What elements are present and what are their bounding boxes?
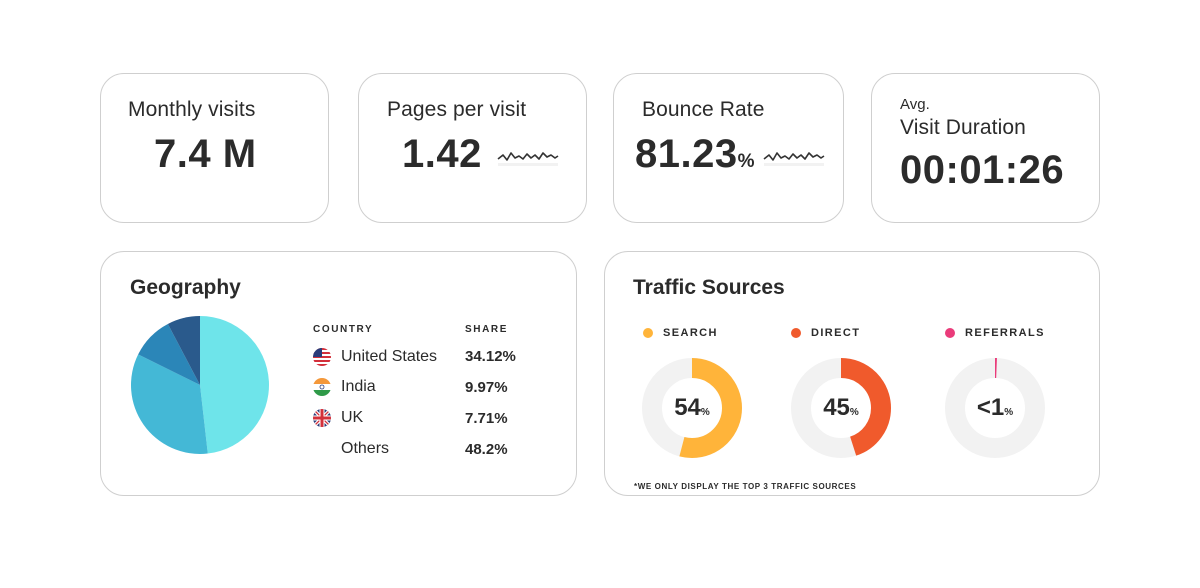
direct-percent: 45 — [823, 394, 850, 421]
pages-per-visit-value: 1.42 — [402, 132, 482, 176]
visit-duration-label: Visit Duration — [900, 116, 1026, 139]
traffic-sources-card: Traffic Sources SEARCH DIRECT REFERRALS … — [604, 251, 1100, 496]
country-name: United States — [341, 348, 438, 365]
bounce-rate-number: 81.23 — [635, 132, 738, 176]
geography-card: Geography COUNTRY SHARE United States 34… — [100, 251, 577, 496]
geography-pie-chart — [131, 316, 269, 454]
share-value: 48.2% — [465, 441, 508, 458]
visit-duration-card: Avg. Visit Duration 00:01:26 — [871, 73, 1100, 223]
direct-value: 45% — [789, 394, 893, 422]
monthly-visits-card: Monthly visits 7.4 M — [100, 73, 329, 223]
search-percent: 54 — [674, 394, 701, 421]
direct-dot — [791, 328, 801, 338]
uk-flag-icon — [313, 409, 331, 427]
referrals-unit: % — [1004, 407, 1014, 418]
country-name: India — [341, 378, 376, 395]
bounce-rate-card: Bounce Rate 81.23% — [613, 73, 844, 223]
pie-slice-united-states — [131, 354, 208, 454]
traffic-sources-title: Traffic Sources — [633, 276, 785, 299]
pie-slice-others — [200, 316, 269, 454]
direct-label: DIRECT — [811, 327, 861, 339]
monthly-visits-value: 7.4 M — [154, 132, 257, 176]
search-dot — [643, 328, 653, 338]
sparkline-icon — [497, 152, 559, 166]
referrals-legend: REFERRALS — [945, 327, 1045, 339]
pages-per-visit-label: Pages per visit — [387, 98, 527, 121]
share-value: 9.97% — [465, 379, 508, 396]
direct-donut — [791, 358, 891, 458]
share-column-header: SHARE — [465, 324, 509, 335]
visit-duration-prefix: Avg. — [900, 96, 930, 113]
referrals-label: REFERRALS — [965, 327, 1045, 339]
geo-row-india: India — [313, 375, 376, 399]
referrals-value: <1% — [943, 394, 1047, 422]
country-column-header: COUNTRY — [313, 324, 374, 335]
share-value: 7.71% — [465, 410, 508, 427]
direct-unit: % — [849, 407, 859, 418]
country-name: Others — [341, 440, 390, 457]
monthly-visits-label: Monthly visits — [128, 98, 256, 121]
pie-slice-uk — [167, 316, 200, 385]
traffic-footnote: *WE ONLY DISPLAY THE TOP 3 TRAFFIC SOURC… — [634, 482, 857, 491]
referrals-dot — [945, 328, 955, 338]
bounce-rate-value: 81.23% — [635, 132, 755, 177]
search-value: 54% — [640, 394, 744, 422]
geo-row-united-states: United States — [313, 345, 437, 369]
search-legend: SEARCH — [643, 327, 718, 339]
bounce-rate-unit: % — [737, 151, 756, 172]
geo-row-others: Others — [341, 437, 389, 461]
referrals-donut — [945, 358, 1045, 458]
search-unit: % — [700, 407, 710, 418]
geography-title: Geography — [130, 276, 241, 299]
search-donut — [642, 358, 742, 458]
pie-slice-india — [138, 323, 200, 385]
india-flag-icon — [313, 378, 331, 396]
bounce-rate-label: Bounce Rate — [642, 98, 765, 121]
direct-legend: DIRECT — [791, 327, 860, 339]
geo-row-uk: UK — [313, 406, 363, 430]
visit-duration-value: 00:01:26 — [900, 148, 1065, 192]
search-label: SEARCH — [663, 327, 718, 339]
share-value: 34.12% — [465, 348, 516, 365]
us-flag-icon — [313, 348, 331, 366]
sparkline-icon — [763, 152, 825, 166]
pages-per-visit-card: Pages per visit 1.42 — [358, 73, 587, 223]
country-name: UK — [341, 409, 364, 426]
referrals-percent: <1 — [976, 394, 1005, 421]
